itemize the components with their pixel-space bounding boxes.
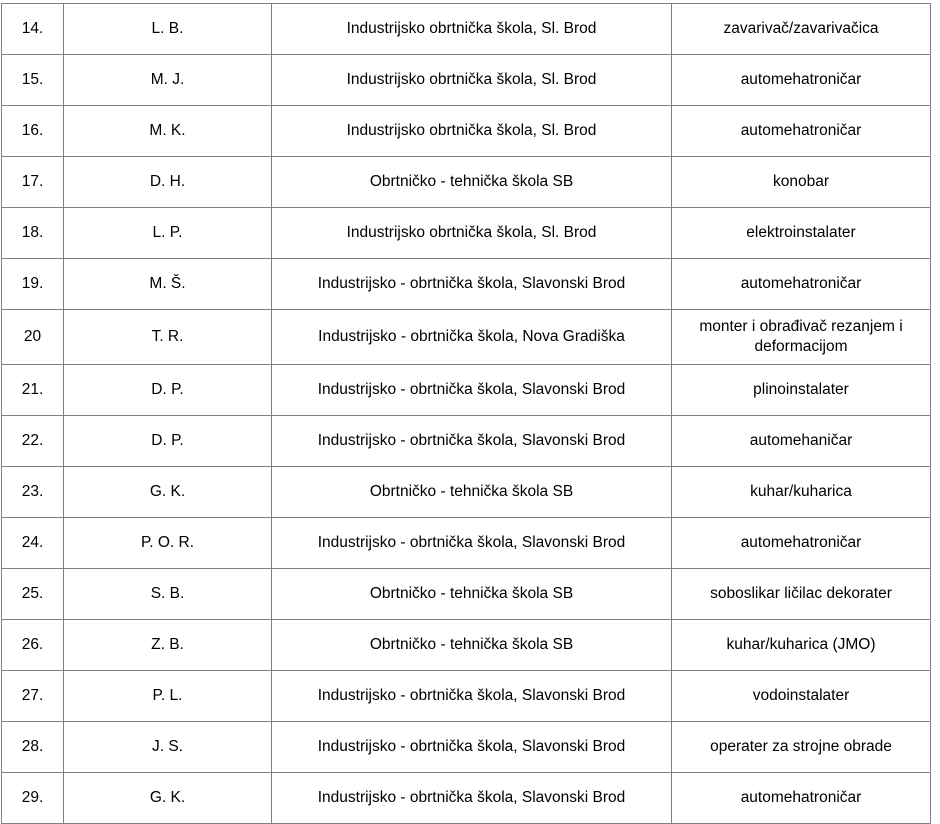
- school-cell: Industrijsko - obrtnička škola, Slavonsk…: [271, 258, 672, 310]
- initials-cell: G. K.: [63, 466, 272, 518]
- row-number-cell: 19.: [1, 258, 64, 310]
- school-cell: Obrtničko - tehnička škola SB: [271, 156, 672, 208]
- initials-cell: P. O. R.: [63, 517, 272, 569]
- initials-cell: P. L.: [63, 670, 272, 722]
- row-number-cell: 27.: [1, 670, 64, 722]
- school-cell: Obrtničko - tehnička škola SB: [271, 466, 672, 518]
- table-row: 14. L. B. Industrijsko obrtnička škola, Sl…: [1, 3, 931, 55]
- row-number-cell: 16.: [1, 105, 64, 157]
- table-row: 27. P. L. Industrijsko - obrtnička škola, …: [1, 670, 931, 722]
- initials-cell: D. P.: [63, 415, 272, 467]
- row-number-cell: 18.: [1, 207, 64, 259]
- occupation-cell: plinoinstalater: [671, 364, 931, 416]
- occupation-cell: automehatroničar: [671, 105, 931, 157]
- occupation-cell: soboslikar ličilac dekorater: [671, 568, 931, 620]
- initials-cell: G. K.: [63, 772, 272, 824]
- initials-cell: D. H.: [63, 156, 272, 208]
- initials-cell: M. J.: [63, 54, 272, 106]
- school-cell: Industrijsko - obrtnička škola, Slavonsk…: [271, 415, 672, 467]
- table-row: 20 T. R. Industrijsko - obrtnička škola, N…: [1, 309, 931, 365]
- row-number-cell: 22.: [1, 415, 64, 467]
- occupation-cell: konobar: [671, 156, 931, 208]
- initials-cell: S. B.: [63, 568, 272, 620]
- school-cell: Obrtničko - tehnička škola SB: [271, 619, 672, 671]
- initials-cell: M. K.: [63, 105, 272, 157]
- school-cell: Industrijsko obrtnička škola, Sl. Brod: [271, 207, 672, 259]
- row-number-cell: 17.: [1, 156, 64, 208]
- table-row: 28. J. S. Industrijsko - obrtnička škola, …: [1, 721, 931, 773]
- table-row: 17. D. H. Obrtničko - tehnička škola SB kon…: [1, 156, 931, 208]
- occupation-cell: elektroinstalater: [671, 207, 931, 259]
- school-cell: Industrijsko obrtnička škola, Sl. Brod: [271, 105, 672, 157]
- row-number-cell: 23.: [1, 466, 64, 518]
- occupation-cell: operater za strojne obrade: [671, 721, 931, 773]
- school-cell: Industrijsko - obrtnička škola, Slavonsk…: [271, 517, 672, 569]
- table-row: 25. S. B. Obrtničko - tehnička škola SB sob…: [1, 568, 931, 620]
- initials-cell: L. P.: [63, 207, 272, 259]
- initials-cell: J. S.: [63, 721, 272, 773]
- occupation-cell: vodoinstalater: [671, 670, 931, 722]
- row-number-cell: 29.: [1, 772, 64, 824]
- row-number-cell: 15.: [1, 54, 64, 106]
- student-records-table: 14. L. B. Industrijsko obrtnička škola, Sl…: [1, 3, 931, 824]
- occupation-cell: automehatroničar: [671, 54, 931, 106]
- row-number-cell: 24.: [1, 517, 64, 569]
- school-cell: Industrijsko obrtnička škola, Sl. Brod: [271, 3, 672, 55]
- occupation-cell: automehatroničar: [671, 517, 931, 569]
- table-row: 26. Z. B. Obrtničko - tehnička škola SB kuh…: [1, 619, 931, 671]
- school-cell: Obrtničko - tehnička škola SB: [271, 568, 672, 620]
- initials-cell: Z. B.: [63, 619, 272, 671]
- school-cell: Industrijsko - obrtnička škola, Slavonsk…: [271, 364, 672, 416]
- row-number-cell: 21.: [1, 364, 64, 416]
- school-cell: Industrijsko - obrtnička škola, Slavonsk…: [271, 670, 672, 722]
- school-cell: Industrijsko - obrtnička škola, Nova Gra…: [271, 309, 672, 365]
- table-row: 18. L. P. Industrijsko obrtnička škola, Sl…: [1, 207, 931, 259]
- table-row: 19. M. Š. Industrijsko - obrtnička škola, …: [1, 258, 931, 310]
- school-cell: Industrijsko - obrtnička škola, Slavonsk…: [271, 721, 672, 773]
- row-number-cell: 25.: [1, 568, 64, 620]
- initials-cell: M. Š.: [63, 258, 272, 310]
- occupation-cell: automehatroničar: [671, 772, 931, 824]
- occupation-cell: automehaničar: [671, 415, 931, 467]
- table-row: 16. M. K. Industrijsko obrtnička škola, Sl…: [1, 105, 931, 157]
- row-number-cell: 28.: [1, 721, 64, 773]
- table-row: 21. D. P. Industrijsko - obrtnička škola, …: [1, 364, 931, 416]
- school-cell: Industrijsko - obrtnička škola, Slavonsk…: [271, 772, 672, 824]
- occupation-cell: monter i obrađivač rezanjem i deformacij…: [671, 309, 931, 365]
- table-row: 23. G. K. Obrtničko - tehnička škola SB kuh…: [1, 466, 931, 518]
- occupation-cell: kuhar/kuharica: [671, 466, 931, 518]
- row-number-cell: 14.: [1, 3, 64, 55]
- initials-cell: L. B.: [63, 3, 272, 55]
- table-body: 14. L. B. Industrijsko obrtnička škola, Sl…: [1, 3, 931, 824]
- initials-cell: D. P.: [63, 364, 272, 416]
- school-cell: Industrijsko obrtnička škola, Sl. Brod: [271, 54, 672, 106]
- occupation-cell: zavarivač/zavarivačica: [671, 3, 931, 55]
- initials-cell: T. R.: [63, 309, 272, 365]
- table-row: 29. G. K. Industrijsko - obrtnička škola, …: [1, 772, 931, 824]
- table-row: 24. P. O. R. Industrijsko - obrtnička škol…: [1, 517, 931, 569]
- occupation-cell: kuhar/kuharica (JMO): [671, 619, 931, 671]
- occupation-cell: automehatroničar: [671, 258, 931, 310]
- table-row: 15. M. J. Industrijsko obrtnička škola, Sl…: [1, 54, 931, 106]
- row-number-cell: 26.: [1, 619, 64, 671]
- table-row: 22. D. P. Industrijsko - obrtnička škola, …: [1, 415, 931, 467]
- row-number-cell: 20: [1, 309, 64, 365]
